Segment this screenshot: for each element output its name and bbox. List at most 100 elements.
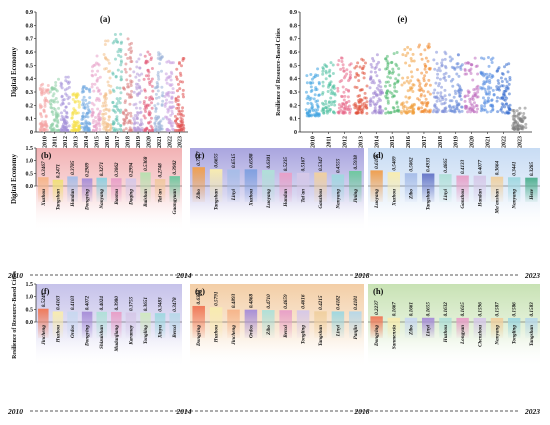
scatter-point bbox=[424, 56, 428, 60]
scatter-point bbox=[488, 72, 492, 76]
scatter-point bbox=[38, 127, 42, 131]
scatter-point bbox=[138, 66, 142, 70]
scatter-point bbox=[341, 111, 345, 115]
scatter-point bbox=[94, 129, 98, 133]
scatter-point bbox=[161, 99, 165, 103]
scatter-point bbox=[378, 68, 382, 72]
bar-value-label: 0.1632 bbox=[443, 302, 449, 317]
category-label: Ma'anshan bbox=[495, 189, 501, 215]
scatter-point bbox=[122, 122, 126, 126]
scatter-point bbox=[433, 95, 437, 99]
category-label: Tongling bbox=[143, 325, 149, 345]
bar-value-label: 0.5235 bbox=[283, 157, 289, 172]
scatter-point bbox=[388, 90, 392, 94]
bar-value-label: 0.1667 bbox=[391, 302, 397, 317]
scatter-point bbox=[349, 107, 353, 111]
scatter-point bbox=[358, 65, 362, 69]
scatter-point bbox=[111, 71, 115, 75]
scatter-point bbox=[64, 129, 68, 133]
scatter-point bbox=[520, 117, 524, 121]
scatter-point bbox=[524, 122, 528, 126]
scatter-point bbox=[438, 69, 442, 73]
scatter-point bbox=[106, 58, 110, 62]
scatter-point bbox=[483, 104, 487, 108]
bar bbox=[38, 177, 49, 202]
scatter-point bbox=[66, 82, 70, 86]
category-label: Jincheng bbox=[231, 325, 237, 346]
scatter-point bbox=[105, 124, 109, 128]
bar bbox=[349, 170, 362, 202]
scatter-point bbox=[159, 119, 163, 123]
scatter-point bbox=[130, 95, 134, 99]
scatter-point bbox=[423, 84, 427, 88]
scatter-point bbox=[316, 108, 320, 112]
scatter-point bbox=[143, 89, 147, 93]
scatter-point bbox=[99, 92, 103, 96]
scatter-point bbox=[324, 102, 328, 106]
scatter-point bbox=[375, 53, 379, 57]
scatter-point bbox=[327, 100, 331, 104]
category-label: Tongling bbox=[512, 325, 518, 345]
scatter-point bbox=[50, 110, 54, 114]
bar-value-label: 0.3664 bbox=[495, 161, 501, 176]
scatter-point bbox=[305, 81, 309, 85]
scatter-point bbox=[144, 96, 148, 100]
x-tick-label: 2018 bbox=[438, 136, 444, 148]
scatter-point bbox=[64, 75, 68, 79]
scatter-point bbox=[450, 109, 454, 113]
category-label: Daqing bbox=[128, 189, 134, 206]
scatter-point bbox=[115, 102, 119, 106]
scatter-point bbox=[424, 97, 428, 101]
bar bbox=[227, 169, 240, 202]
scatter-point bbox=[155, 117, 159, 121]
scatter-point bbox=[316, 99, 320, 103]
scatter-point bbox=[65, 87, 69, 91]
scatter-point bbox=[74, 111, 78, 115]
x-tick-label: 2023 bbox=[178, 136, 184, 148]
scatter-point bbox=[393, 85, 397, 89]
scatter-point bbox=[142, 102, 146, 106]
scatter-point bbox=[125, 92, 129, 96]
scatter-point bbox=[401, 76, 405, 80]
scatter-point bbox=[122, 128, 126, 132]
scatter-point bbox=[91, 128, 95, 132]
scatter-point bbox=[119, 48, 123, 52]
scatter-point bbox=[403, 47, 407, 51]
scatter-point bbox=[506, 111, 510, 115]
scatter-point bbox=[486, 96, 490, 100]
scatter-point bbox=[81, 117, 85, 121]
y-tick-label: 0.6 bbox=[26, 50, 34, 56]
scatter-point bbox=[343, 94, 347, 98]
scatter-point bbox=[316, 67, 320, 71]
bar bbox=[111, 178, 122, 202]
scatter-point bbox=[375, 86, 379, 90]
scatter-point bbox=[85, 102, 89, 106]
scatter-point bbox=[463, 67, 467, 71]
scatter-point bbox=[135, 110, 139, 114]
scatter-point bbox=[98, 128, 102, 132]
panel-f-bar-chart: 0.0 0.5 1.0 1.5 0.5249 Jincheng 0.4163 Huzhou 0.… bbox=[12, 270, 182, 368]
scatter-point bbox=[312, 97, 316, 101]
scatter-point bbox=[126, 111, 130, 115]
scatter-point bbox=[50, 98, 54, 102]
bar bbox=[456, 317, 469, 338]
scatter-point bbox=[321, 72, 325, 76]
scatter-point bbox=[142, 114, 146, 118]
scatter-point bbox=[381, 91, 385, 95]
x-tick-label: 2011 bbox=[53, 136, 59, 148]
scatter-point bbox=[371, 100, 375, 104]
scatter-point bbox=[401, 101, 405, 105]
scatter-point bbox=[119, 127, 123, 131]
bar bbox=[209, 169, 223, 202]
scatter-point bbox=[85, 112, 89, 116]
scatter-point bbox=[60, 94, 64, 98]
scatter-point bbox=[97, 121, 101, 125]
scatter-point bbox=[347, 99, 351, 103]
scatter-point bbox=[167, 90, 171, 94]
scatter-point bbox=[160, 124, 164, 128]
scatter-point bbox=[116, 122, 120, 126]
scatter-point bbox=[480, 72, 484, 76]
bar bbox=[296, 310, 310, 338]
scatter-point bbox=[164, 101, 168, 105]
scatter-point bbox=[44, 115, 48, 119]
